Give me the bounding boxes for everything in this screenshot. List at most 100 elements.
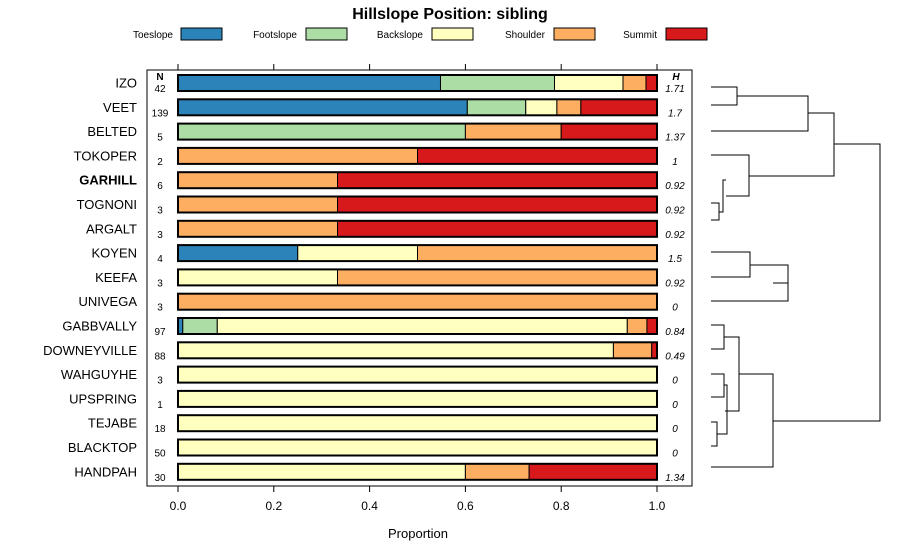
row-h-value: 0 bbox=[672, 376, 678, 387]
dendrogram-branch bbox=[711, 86, 738, 106]
row-label: GABBVALLY bbox=[62, 319, 137, 334]
row-label: BELTED bbox=[87, 124, 137, 139]
bar-segment-shoulder bbox=[337, 268, 658, 286]
row-h-value: 1 bbox=[672, 157, 678, 168]
row-n-value: 4 bbox=[157, 254, 163, 265]
legend-swatch bbox=[305, 27, 348, 41]
bar-segment-footslope bbox=[182, 317, 218, 335]
dendrogram-branch bbox=[749, 112, 835, 177]
bar-segment-shoulder bbox=[626, 317, 648, 335]
row-n-value: 5 bbox=[157, 133, 163, 144]
bar-outline bbox=[177, 195, 658, 214]
bar-outline bbox=[177, 171, 658, 190]
row-h-value: 1.71 bbox=[665, 84, 684, 95]
row-h-value: 0 bbox=[672, 303, 678, 314]
row-h-value: 1.37 bbox=[665, 133, 685, 144]
row-n-value: 6 bbox=[157, 181, 163, 192]
dendrogram-branch bbox=[711, 324, 725, 350]
row-label: ARGALT bbox=[86, 221, 137, 236]
row-label: TOGNONI bbox=[77, 197, 137, 212]
bar-segment-toeslope bbox=[177, 98, 468, 116]
row-h-value: 0.92 bbox=[665, 206, 685, 217]
row-h-value: 0.84 bbox=[665, 327, 685, 338]
bar-outline bbox=[177, 74, 658, 92]
row-label: UPSPRING bbox=[69, 391, 137, 406]
row-n-value: 3 bbox=[157, 376, 163, 387]
n-column-header: N bbox=[156, 72, 163, 83]
bar-outline bbox=[177, 122, 658, 141]
bar-segment-shoulder bbox=[177, 147, 418, 165]
bar-segment-backslope bbox=[177, 414, 658, 432]
row-label: BLACKTOP bbox=[68, 440, 137, 455]
bar-segment-backslope bbox=[177, 390, 658, 408]
bar-segment-backslope bbox=[553, 74, 624, 92]
dendrogram-branch bbox=[711, 95, 809, 132]
row-h-value: 1.34 bbox=[665, 473, 685, 484]
row-n-value: 3 bbox=[157, 206, 163, 217]
bar-segment-shoulder bbox=[177, 196, 339, 213]
bar-outline bbox=[177, 292, 658, 311]
row-n-value: 139 bbox=[152, 108, 169, 119]
x-axis-title: Proportion bbox=[388, 526, 448, 541]
row-n-value: 1 bbox=[157, 400, 163, 411]
bar-outline bbox=[177, 438, 658, 457]
x-tick-label: 1.0 bbox=[649, 499, 666, 513]
row-n-value: 3 bbox=[157, 230, 163, 241]
row-label: TEJABE bbox=[88, 416, 137, 431]
x-tick-label: 0.6 bbox=[457, 499, 474, 513]
bar-segment-backslope bbox=[297, 244, 418, 262]
row-n-value: 50 bbox=[154, 449, 166, 460]
bar-segment-shoulder bbox=[556, 98, 582, 116]
row-label: TOKOPER bbox=[74, 148, 137, 163]
row-h-value: 0.92 bbox=[665, 181, 685, 192]
bar-outline bbox=[177, 462, 658, 481]
row-label: KOYEN bbox=[91, 246, 137, 261]
bar-outline bbox=[177, 389, 658, 408]
legend-label: Footslope bbox=[253, 30, 297, 41]
bar-segment-summit bbox=[417, 147, 658, 165]
row-h-value: 0 bbox=[672, 400, 678, 411]
row-label: WAHGUYHE bbox=[61, 367, 137, 382]
bar-segment-toeslope bbox=[177, 74, 441, 92]
row-label: IZO bbox=[115, 76, 137, 91]
row-n-value: 18 bbox=[154, 424, 166, 435]
row-n-value: 2 bbox=[157, 157, 163, 168]
legend-swatch bbox=[553, 27, 596, 41]
row-label: DOWNEYVILLE bbox=[43, 343, 137, 358]
row-h-value: 0.49 bbox=[665, 351, 685, 362]
bar-segment-shoulder bbox=[464, 463, 530, 481]
dendrogram-branch bbox=[717, 384, 728, 435]
legend-swatch bbox=[180, 27, 223, 41]
bar-segment-shoulder bbox=[177, 220, 339, 238]
bar-segment-shoulder bbox=[177, 171, 339, 189]
bar-outline bbox=[177, 341, 658, 360]
legend-label: Shoulder bbox=[505, 30, 546, 41]
bar-segment-summit bbox=[528, 463, 658, 481]
bar-segment-footslope bbox=[177, 123, 466, 141]
dendrogram-branch bbox=[711, 421, 718, 447]
bar-segment-summit bbox=[560, 123, 658, 141]
legend-label: Backslope bbox=[377, 30, 424, 41]
bar-segment-summit bbox=[580, 98, 658, 116]
bar-segment-summit bbox=[337, 220, 658, 238]
bar-segment-backslope bbox=[525, 98, 558, 116]
bar-outline bbox=[177, 268, 658, 287]
x-axis: 0.0 0.2 0.4 0.6 0.8 1.0 bbox=[170, 64, 666, 513]
bar-rows: IZO 42 1.71 VEET 139 1.7 BELTED 5 1.37 TOKOPER 2 1 G… bbox=[43, 74, 685, 484]
bar-segment-footslope bbox=[439, 74, 555, 92]
bar-segment-backslope bbox=[216, 317, 628, 335]
bar-outline bbox=[177, 219, 658, 238]
row-n-value: 3 bbox=[157, 303, 163, 314]
bar-segment-backslope bbox=[177, 366, 658, 384]
row-h-value: 0 bbox=[672, 449, 678, 460]
row-label: KEEFA bbox=[95, 270, 137, 285]
row-n-value: 97 bbox=[154, 327, 166, 338]
bar-segment-backslope bbox=[177, 341, 614, 359]
row-h-value: 0.92 bbox=[665, 230, 685, 241]
bar-outline bbox=[177, 317, 658, 335]
x-tick-label: 0.0 bbox=[170, 499, 187, 513]
bar-segment-summit bbox=[337, 196, 658, 213]
x-tick-label: 0.8 bbox=[553, 499, 570, 513]
dendrogram-branch bbox=[711, 373, 774, 468]
